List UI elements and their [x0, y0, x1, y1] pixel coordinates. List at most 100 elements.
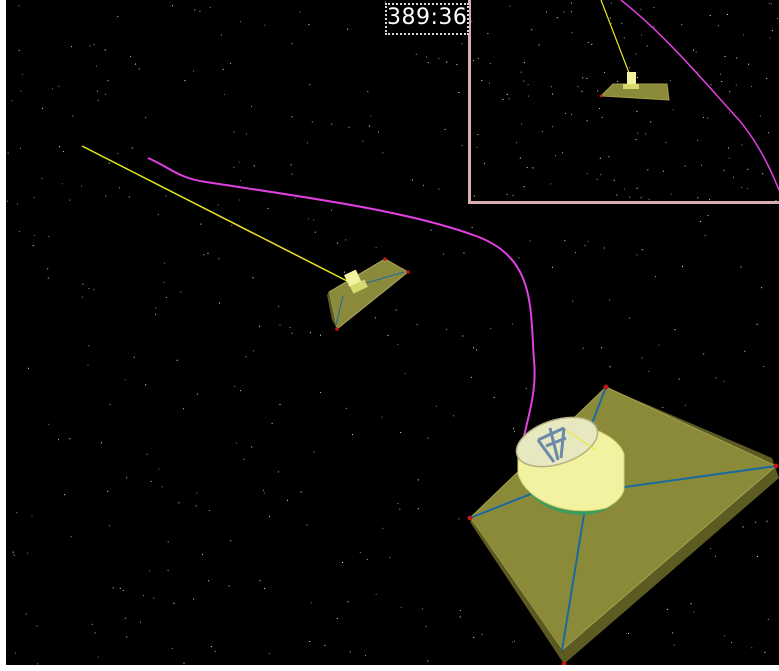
star [462, 335, 464, 337]
star [271, 422, 273, 424]
star [601, 347, 603, 349]
star [336, 242, 338, 244]
star [16, 203, 18, 205]
star [550, 183, 552, 185]
3d-viewport[interactable]: 389:36 [6, 0, 779, 665]
star [666, 608, 668, 610]
star [416, 324, 418, 325]
star [673, 644, 675, 646]
star [425, 626, 427, 628]
star [230, 62, 232, 64]
star [279, 324, 281, 326]
star [471, 227, 473, 228]
star [768, 3, 770, 5]
star [775, 200, 777, 201]
star [640, 8, 642, 10]
star [538, 44, 540, 46]
elapsed-time-display: 389:36 [385, 3, 469, 35]
star [157, 214, 159, 216]
star [658, 344, 660, 346]
star [473, 347, 475, 349]
inset-starfield [471, 2, 778, 201]
star [740, 266, 742, 268]
star [381, 416, 383, 418]
star [397, 503, 399, 504]
star [609, 366, 611, 368]
star [489, 63, 491, 65]
inset-camera-view[interactable] [468, 0, 779, 204]
star [97, 90, 98, 92]
star [369, 125, 370, 127]
star [653, 26, 655, 28]
star [577, 86, 579, 88]
star [82, 283, 84, 285]
star [747, 168, 749, 170]
star [268, 653, 270, 654]
star [230, 540, 232, 542]
star [471, 21, 473, 23]
star [306, 524, 308, 526]
star [167, 541, 169, 543]
star [412, 179, 413, 181]
star [571, 32, 573, 34]
star [756, 556, 758, 558]
star [581, 90, 583, 92]
star [761, 287, 763, 289]
star [349, 651, 351, 653]
star [13, 554, 15, 556]
star [516, 142, 518, 144]
star [16, 512, 18, 514]
star [70, 536, 72, 538]
platform-strut [335, 295, 344, 326]
star [287, 499, 288, 501]
star [291, 173, 293, 175]
star [122, 590, 124, 591]
star [650, 121, 652, 123]
star [506, 193, 508, 195]
star [331, 123, 333, 125]
star [707, 215, 709, 216]
star [207, 252, 209, 254]
star [438, 58, 440, 60]
star [759, 115, 761, 117]
star [231, 224, 233, 226]
star [308, 24, 310, 26]
star [697, 197, 699, 199]
star [48, 423, 50, 425]
star [770, 3, 772, 5]
star [176, 359, 178, 361]
star [239, 21, 241, 23]
star [183, 408, 185, 410]
star [382, 527, 384, 529]
star [682, 265, 683, 267]
star [453, 415, 455, 417]
star [149, 570, 151, 572]
star [233, 166, 235, 168]
star [269, 516, 270, 518]
star [228, 585, 230, 587]
star [234, 386, 236, 387]
star [362, 140, 364, 142]
star [331, 209, 332, 211]
star [563, 11, 565, 13]
star [251, 446, 253, 448]
star [596, 178, 598, 180]
star [764, 651, 766, 653]
star [438, 188, 440, 190]
star [513, 430, 515, 432]
star [105, 93, 107, 95]
star [769, 37, 771, 39]
star [236, 442, 237, 444]
star [662, 170, 664, 172]
star [564, 240, 566, 242]
star [18, 49, 20, 51]
star [609, 299, 611, 301]
star [514, 640, 515, 642]
star [11, 100, 13, 102]
star [58, 439, 59, 441]
star [27, 552, 28, 554]
star [88, 287, 90, 289]
star [245, 356, 247, 358]
star [678, 378, 680, 380]
star [741, 144, 743, 146]
